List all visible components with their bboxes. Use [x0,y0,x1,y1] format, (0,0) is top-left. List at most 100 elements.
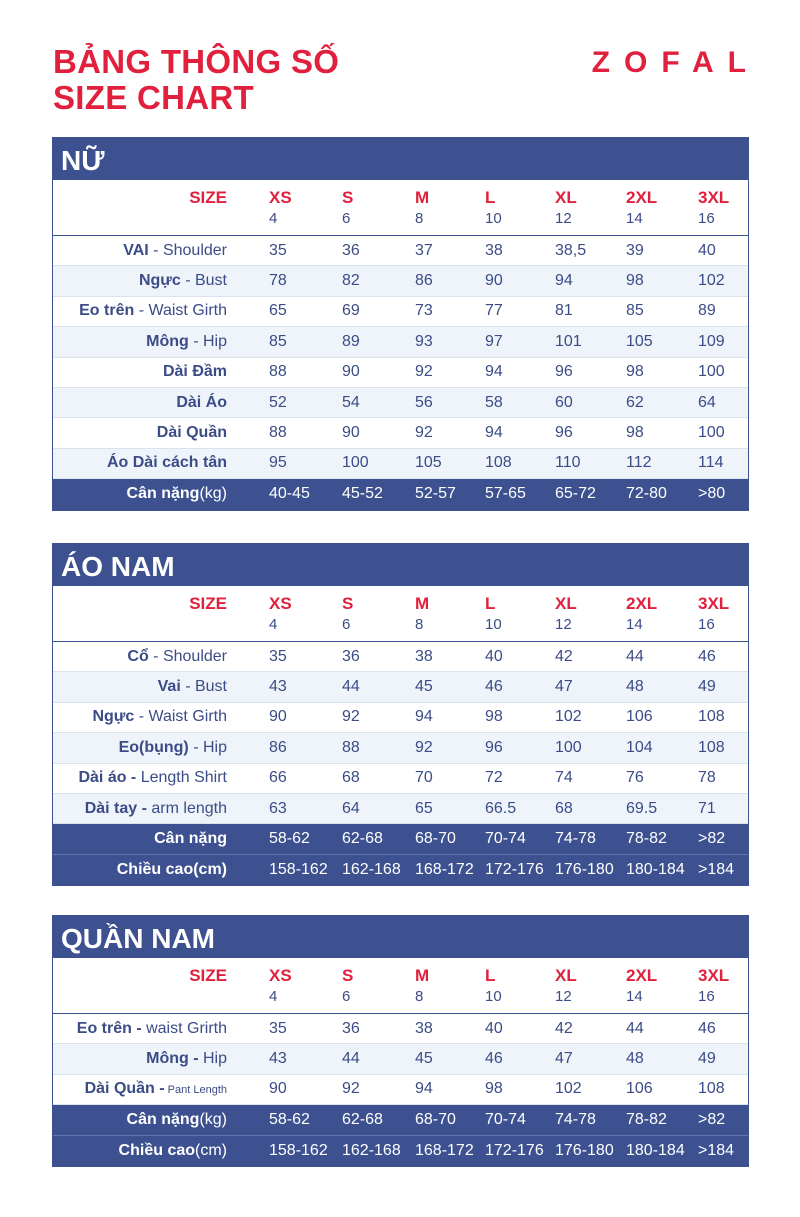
value-cell: 36 [342,1019,360,1037]
value-cell: 58-62 [269,1110,310,1128]
size-number: 12 [555,210,572,227]
value-cell: 52-57 [415,485,456,503]
value-cell: 68-70 [415,830,456,848]
section-title: QUẦN NAM [53,916,748,958]
size-cells: XS 4 S 6 M 8 L 10 XL 12 2XL 14 3XL 16 [269,592,748,634]
row-cells: 35 36 37 38 38,5 39 40 [269,242,748,260]
value-cell: 96 [555,363,573,381]
value-cell: 98 [626,424,644,442]
value-cell: 74-78 [555,830,596,848]
size-label: SIZE [189,594,227,613]
value-cell: 94 [485,363,503,381]
row-cells: 88 90 92 94 96 98 100 [269,363,748,381]
value-cell: 39 [626,241,644,259]
value-cell: 109 [698,332,725,350]
value-cell: 46 [698,647,716,665]
row-label: Mông - Hip [53,1050,227,1068]
table-row: VAI - Shoulder 35 36 37 38 38,5 39 40 [53,236,748,267]
value-cell: 44 [626,1019,644,1037]
row-cells: 65 69 73 77 81 85 89 [269,302,748,320]
size-cell: 3XL 16 [698,964,748,1006]
value-cell: 35 [269,647,287,665]
row-label: Dài Quần - Pant Length [53,1080,227,1098]
value-cell: 38 [415,647,433,665]
size-cell: 3XL 16 [698,186,748,228]
row-label-main: Chiều cao(cm) [116,860,227,878]
value-cell: 94 [415,708,433,726]
row-label-main: Dài Đầm [162,363,227,381]
size-cell: XL 12 [555,592,626,634]
size-code: L [485,966,496,985]
value-cell: 88 [269,424,287,442]
value-cell: 89 [698,302,716,320]
size-code: XL [555,594,577,613]
size-code: 2XL [626,966,658,985]
size-number: 4 [269,210,278,227]
size-number: 12 [555,616,572,633]
value-cell: 72 [485,769,503,787]
value-cell: 176-180 [555,1141,614,1159]
row-label-sub: - Hip [188,738,227,756]
value-cell: 38 [415,1019,433,1037]
row-cells: 90 92 94 98 102 106 108 [269,1080,748,1098]
value-cell: 92 [415,738,433,756]
row-cells: 43 44 45 46 47 48 49 [269,1050,748,1068]
row-label-main: Cổ [127,647,149,665]
table-row: Dài Quần 88 90 92 94 96 98 100 [53,418,748,449]
table-row: Dài áo - Length Shirt 66 68 70 72 74 76 78 [53,764,748,794]
size-cell: XS 4 [269,964,342,1006]
row-label-main: Eo trên - [76,1019,142,1037]
summary-row: Cân nặng 58-62 62-68 68-70 70-74 74-78 78-82 >8… [53,824,748,855]
table-row: Dài Đầm 88 90 92 94 96 98 100 [53,358,748,388]
value-cell: 35 [269,241,287,259]
value-cell: 94 [555,272,573,290]
row-label-sub: - Shoulder [148,241,227,259]
size-label: SIZE [189,966,227,985]
value-cell: 40 [485,1019,503,1037]
value-cell: 70 [415,769,433,787]
size-code: M [415,188,430,207]
size-number: 10 [485,988,502,1005]
value-cell: 42 [555,1019,573,1037]
row-label-sub: - Bust [180,678,227,696]
value-cell: 78-82 [626,1110,667,1128]
table-row: Áo Dài cách tân 95 100 105 108 110 112 114 [53,448,748,480]
value-cell: 40-45 [269,485,310,503]
row-label-sub: - Waist Girth [134,708,227,726]
size-cell: XL 12 [555,186,626,228]
value-cell: 68 [555,799,573,817]
size-code: M [415,594,430,613]
size-header-row: SIZE XS 4 S 6 M 8 L 10 XL 12 2XL 14 3XL 16 [53,958,748,1014]
row-label-sub: - Shoulder [148,647,227,665]
value-cell: 90 [342,363,360,381]
value-cell: 63 [269,799,287,817]
size-number: 10 [485,210,502,227]
value-cell: >184 [698,860,735,878]
summary-row: Chiều cao(cm) 158-162 162-168 168-172 172-17… [53,854,748,886]
value-cell: >82 [698,1110,726,1128]
value-cell: 44 [626,647,644,665]
row-label: Chiều cao(cm) [53,861,227,879]
value-cell: 62 [626,393,644,411]
value-cell: 49 [698,1050,716,1068]
value-cell: 40 [698,241,716,259]
title-line-2: SIZE CHART [53,79,254,116]
value-cell: 65 [415,799,433,817]
row-label: Cân nặng(kg) [53,485,227,503]
size-number: 10 [485,616,502,633]
value-cell: 95 [269,454,287,472]
value-cell: 110 [555,454,581,472]
row-cells: 78 82 86 90 94 98 102 [269,272,748,290]
value-cell: 46 [485,678,503,696]
value-cell: 162-168 [342,860,401,878]
row-label-sub: arm length [146,799,227,817]
value-cell: 68 [342,769,360,787]
size-number: 4 [269,988,278,1005]
size-code: 2XL [626,188,658,207]
value-cell: 70-74 [485,1110,526,1128]
size-code: 3XL [698,594,730,613]
row-cells: 35 36 38 40 42 44 46 [269,1020,748,1038]
row-label-main: Ngực [92,708,135,726]
row-label: Áo Dài cách tân [53,454,227,472]
